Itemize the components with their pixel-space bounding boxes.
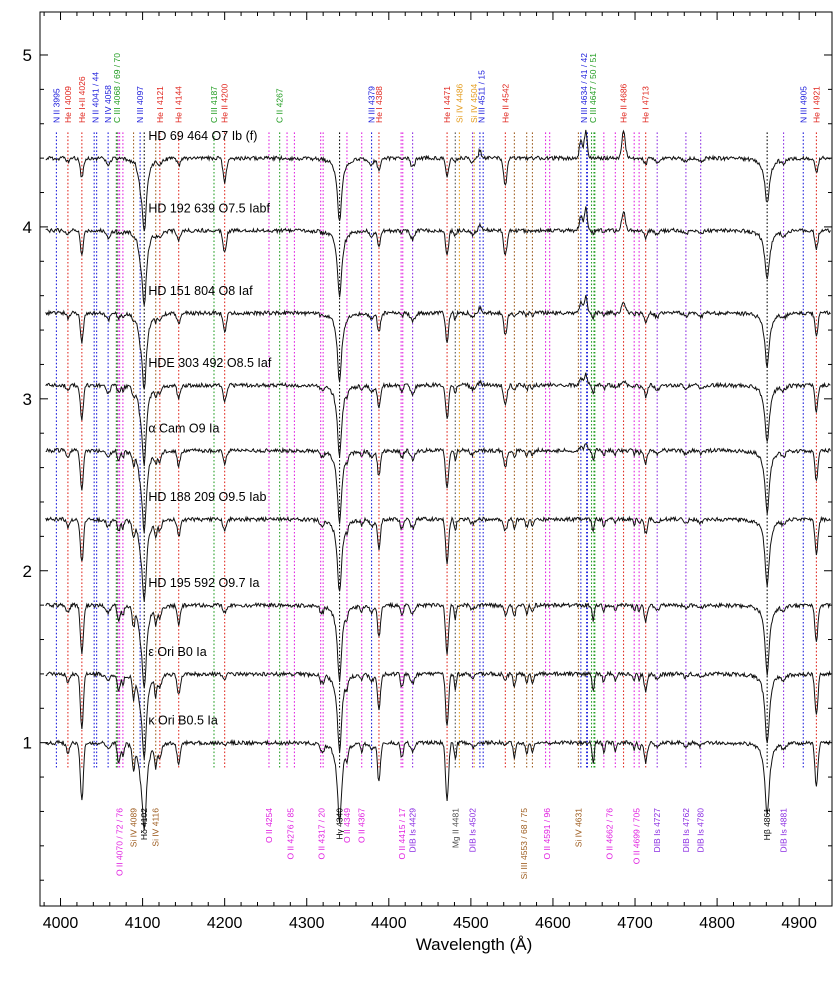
x-tick-label: 4900 [781,915,817,932]
line-id-label-top: He I 4388 [374,86,384,123]
y-tick-label: 2 [23,562,32,581]
line-id-label-top: He I 4144 [174,86,184,123]
spectrum-line [45,372,831,467]
spectrum-line [45,443,831,533]
line-id-label-bottom: Si IV 4116 [151,808,161,847]
x-tick-label: 4200 [207,915,243,932]
line-id-label-top: Si IV 4486 [454,83,464,122]
line-id-label-bottom: DIB Is 4727 [652,808,662,853]
line-id-label-top: He I 4921 [811,86,821,123]
line-id-label-top: N III 4634 / 41 / 42 [579,53,589,123]
line-id-label-bottom: O II 4591 / 96 [542,808,552,860]
line-id-label-top: He II 4542 [500,83,510,122]
spectrum-line [45,129,831,232]
line-id-label-bottom: DIB Is 4780 [696,808,706,853]
spectrum-line [45,738,831,831]
line-id-label-top: N II 3995 [51,88,61,123]
line-id-label-top: He II 4200 [220,83,230,122]
x-tick-label: 4700 [617,915,653,932]
line-id-label-bottom: DIB Is 4429 [408,808,418,853]
line-id-label-top: N IV 4058 [103,85,113,123]
line-id-label-top: C III 4187 [209,86,219,123]
x-tick-label: 4400 [371,915,407,932]
spectrum-label: HDE 303 492 O8.5 Iaf [148,356,272,370]
line-id-label-top: N III 4905 [798,86,808,123]
line-id-label-bottom: O II 4367 [357,808,367,843]
x-tick-label: 4000 [43,915,79,932]
line-id-label-bottom: O II 4662 / 76 [605,808,615,860]
line-id-label-top: He I 4009 [63,86,73,123]
spectrum-label: HD 69 464 O7 Ib (f) [148,129,257,143]
spectrum-label: HD 188 209 O9.5 Iab [148,490,266,504]
y-tick-label: 1 [23,734,32,753]
line-id-label-top: He II 4686 [619,83,629,122]
line-id-label-bottom: Mg II 4481 [450,808,460,848]
line-id-label-bottom: DIB Is 4502 [468,808,478,853]
x-tick-label: 4300 [289,915,325,932]
spectrum-label: HD 151 804 O8 Iaf [148,284,253,298]
spectrum-label: κ Ori B0.5 Ia [148,714,218,728]
line-id-label-bottom: O II 4317 / 20 [317,808,327,860]
y-tick-label: 3 [23,390,32,409]
line-id-label-bottom: DIB Is 4762 [681,808,691,853]
line-id-label-bottom: Hγ 4340 [335,808,345,840]
line-id-label-top: N III 4097 [135,86,145,123]
x-tick-label: 4800 [699,915,735,932]
line-id-label-top: C II 4267 [275,88,285,123]
plot-frame [39,11,833,907]
spectrum-line [45,670,831,759]
line-id-label-bottom: O II 4070 / 72 / 76 [115,808,125,876]
x-tick-label: 4100 [125,915,161,932]
spectrum-label: HD 195 592 O9.7 Ia [148,576,259,590]
line-id-label-bottom: Si IV 4631 [573,808,583,847]
line-id-label-top: N III 4511 / 15 [477,70,487,123]
line-id-label-top: C III 4068 / 69 / 70 [112,53,122,123]
line-id-label-top: He I 4121 [155,86,165,123]
x-tick-label: 4600 [535,915,571,932]
y-tick-label: 4 [23,218,32,237]
line-id-label-bottom: O II 4415 / 17 [397,808,407,860]
spectrum-label: α Cam O9 Ia [148,421,219,435]
line-id-label-top: N II 4041 / 44 [90,72,100,123]
spectrum-label: HD 192 639 O7.5 Iabf [148,201,270,215]
line-id-label-bottom: Si III 4553 / 68 / 75 [519,808,529,880]
line-id-label-bottom: Si IV 4089 [129,808,139,847]
line-id-label-top: Si IV 4504 [469,83,479,122]
x-axis-label: Wavelength (Å) [416,935,533,954]
line-id-label-top: He I 4471 [442,86,452,123]
line-id-label-bottom: O II 4254 [264,808,274,843]
y-tick-label: 5 [23,46,32,65]
x-tick-label: 4500 [453,915,489,932]
spectrum-line [45,206,831,306]
spectrum-line [45,515,831,602]
line-id-label-top: C III 4647 / 50 / 51 [588,53,598,123]
spectrum-line [45,601,831,689]
line-id-label-bottom: O II 4349 [342,808,352,843]
line-id-label-top: He I 4713 [641,86,651,123]
spectrum-line [45,295,831,390]
line-id-label-bottom: O II 4699 / 705 [632,808,642,865]
line-id-label-bottom: DIB Is 4881 [779,808,789,853]
line-id-label-bottom: Hβ 4861 [762,808,772,841]
spectrum-label: ε Ori B0 Ia [148,645,206,659]
line-id-label-top: N III 4379 [367,86,377,123]
line-id-label-top: He I+II 4026 [77,76,87,123]
line-id-label-bottom: Hδ 4102 [139,808,149,840]
line-id-label-bottom: O II 4276 / 85 [285,808,295,860]
